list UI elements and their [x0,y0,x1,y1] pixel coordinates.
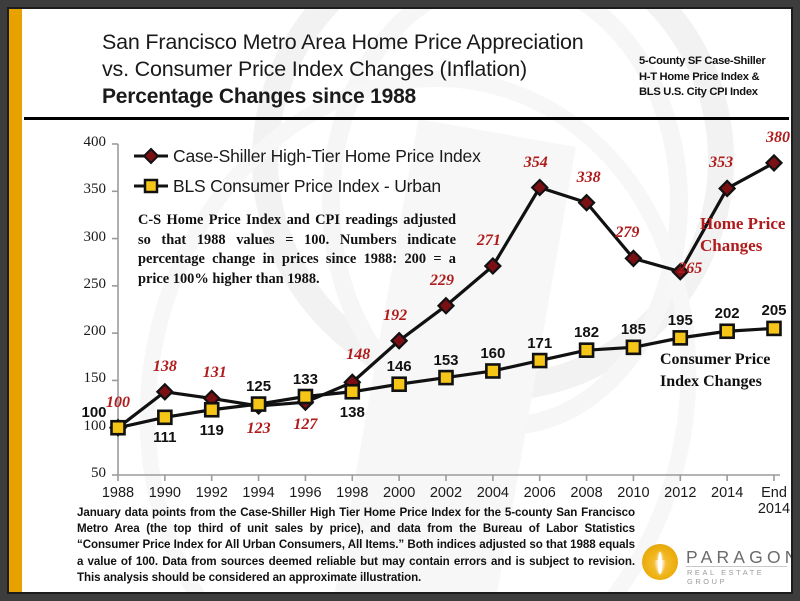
legend-label-cpi: BLS Consumer Price Index - Urban [173,175,441,196]
data-label-cpi-2010: 185 [620,321,646,339]
legend-label-case-shiller: Case-Shiller High-Tier Home Price Index [173,145,481,166]
y-axis-tick-50: 50 [91,465,106,481]
page-title: San Francisco Metro Area Home Price Appr… [102,29,642,110]
x-axis-tick-1988: 1988 [101,485,135,501]
x-axis-tick-End-2014: End 2014 [757,485,791,517]
header-divider [24,117,789,120]
data-label-cpi-1990: 111 [153,429,177,447]
x-axis-tick-1998: 1998 [336,485,369,501]
footnote: January data points from the Case-Shille… [77,506,635,584]
x-axis-tick-2008: 2008 [570,485,603,501]
legend-item-cpi: BLS Consumer Price Index - Urban [134,171,481,201]
y-axis-tick-350: 350 [83,181,107,198]
x-axis-tick-2004: 2004 [476,485,509,501]
source-line-2: H-T Home Price Index & [639,70,760,83]
data-label-cs-1998: 148 [346,346,371,364]
title-line-1: San Francisco Metro Area Home Price Appr… [102,30,584,54]
data-label-cpi-1988: 100 [81,403,107,421]
data-label-cpi-2008: 182 [574,324,600,342]
data-label-cpi-2000: 146 [386,358,412,376]
home-price-label-line-2: Changes [700,236,763,255]
home-price-label-line-1: Home Price [700,214,786,233]
x-axis-tick-2000: 2000 [383,485,416,501]
x-axis-tick-2010: 2010 [617,485,650,501]
x-axis-tick-2002: 2002 [429,485,463,501]
data-label-cs-2012: 265 [678,259,703,277]
y-axis-tick-150: 150 [83,370,107,387]
y-axis-tick-100: 100 [83,417,107,434]
flame-core [658,552,662,574]
source-line-3: BLS U.S. City CPI Index [639,86,758,98]
y-axis-tick-200: 200 [83,323,107,340]
home-price-changes-label: Home Price Changes [700,213,785,257]
y-axis-tick-300: 300 [83,228,107,245]
data-label-cs-2008: 338 [576,168,601,186]
data-label-cs-1996: 127 [293,416,318,434]
cpi-label-line-1: Consumer Price [660,351,771,368]
data-label-cpi-2002: 153 [433,351,459,369]
data-label-cs-1994: 123 [246,419,271,437]
data-label-cpi-1994: 125 [246,378,272,396]
title-line-2: vs. Consumer Price Index Changes (Inflat… [102,57,527,81]
x-axis-tick-1992: 1992 [195,485,228,501]
diamond-marker-icon [134,147,168,165]
data-label-cpi-1998: 138 [339,403,365,421]
chart-svg [108,143,784,481]
data-label-cpi-End-2014: 205 [761,302,787,320]
source-line-1: 5-County SF Case-Shiller [639,55,766,67]
data-label-cs-1988: 100 [106,393,130,411]
paragon-flame-icon [642,544,678,580]
gold-accent-bar [9,9,22,592]
paragon-logo: PARAGON REAL ESTATE GROUP [642,542,791,586]
data-label-cpi-2006: 171 [527,334,553,352]
x-axis-tick-2012: 2012 [664,485,697,501]
plot-area: Case-Shiller High-Tier Home Price Index … [22,121,791,517]
inner-border [7,7,793,594]
legend-item-case-shiller: Case-Shiller High-Tier Home Price Index [134,141,481,171]
x-axis-tick-1994: 1994 [242,485,275,501]
y-axis-tick-250: 250 [83,275,107,292]
header: San Francisco Metro Area Home Price Appr… [22,9,791,108]
data-label-cpi-2014: 202 [714,305,740,323]
data-label-cs-2004: 271 [476,231,501,249]
cpi-label-line-2: Index Changes [660,373,762,390]
data-label-cpi-2004: 160 [480,344,506,362]
data-label-cs-1992: 131 [202,364,227,382]
data-label-cs-1990: 138 [152,357,177,375]
data-label-cpi-1996: 133 [292,370,318,388]
cpi-changes-label: Consumer Price Index Changes [660,349,770,393]
y-axis-tick-400: 400 [83,134,107,150]
data-label-cs-2014: 353 [709,154,734,172]
logo-tagline: REAL ESTATE GROUP [687,568,765,586]
data-label-cs-2000: 192 [383,306,408,324]
chart-annotation: C-S Home Price Index and CPI readings ad… [138,212,456,287]
x-axis-tick-1996: 1996 [289,485,322,501]
x-axis-tick-2006: 2006 [523,485,556,501]
title-line-3: Percentage Changes since 1988 [102,85,417,108]
data-label-cpi-2012: 195 [667,311,693,329]
logo-rule [686,566,787,567]
x-axis-tick-2014: 2014 [711,485,744,501]
chart-legend: Case-Shiller High-Tier Home Price Index … [134,141,481,201]
data-label-cs-2006: 354 [523,153,548,171]
logo-wordmark: PARAGON [686,547,791,567]
x-axis-tick-1990: 1990 [148,485,181,501]
data-label-cs-2002: 229 [430,271,454,289]
data-label-cs-2010: 279 [615,224,640,242]
data-label-cs-End-2014: 380 [766,128,790,146]
data-label-cpi-1992: 119 [199,421,224,439]
square-marker-icon [134,178,168,194]
source-note: 5-County SF Case-Shiller H-T Home Price … [639,54,791,101]
